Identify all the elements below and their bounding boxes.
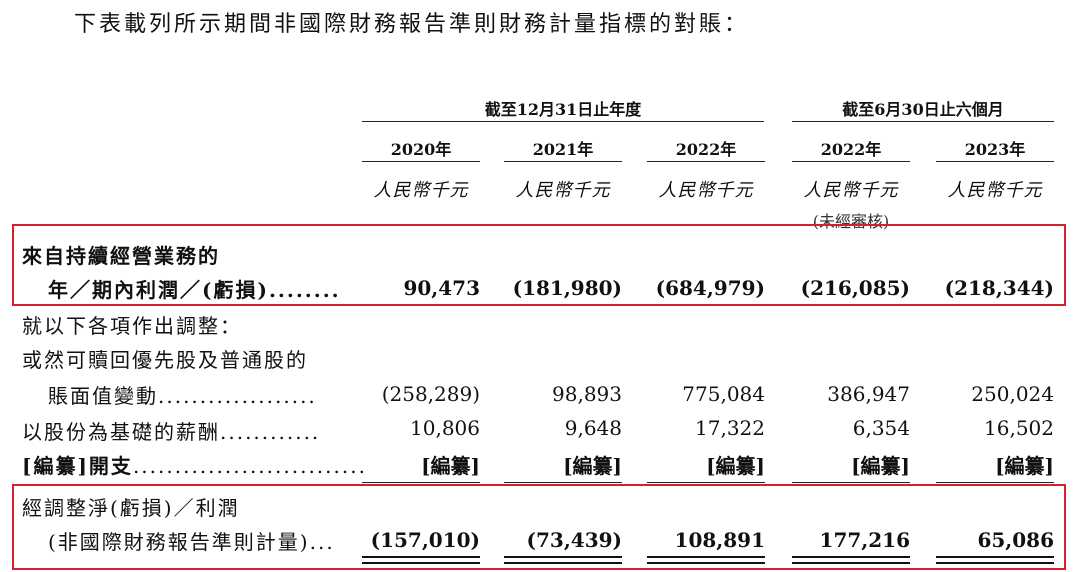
- double-underline-3: [647, 556, 765, 564]
- col-unit-5: 人民幣千元: [947, 180, 1043, 201]
- cell-value: 16,502: [984, 416, 1054, 440]
- cell-value: 108,891: [674, 528, 765, 552]
- cell-value: 6,354: [852, 416, 910, 440]
- row-label-line2: (非國際財務報告準則計量)...: [48, 530, 335, 554]
- cell-value: [編纂]: [706, 454, 765, 478]
- col-rule-4: [792, 161, 910, 162]
- cell-value: 98,893: [552, 382, 622, 406]
- col-unit-2: 人民幣千元: [515, 180, 611, 201]
- highlight-box-adjusted: [12, 484, 1066, 570]
- cell-value: (157,010): [370, 528, 480, 552]
- col-rule-1: [362, 161, 480, 162]
- row-label: [編纂]開支............................: [22, 454, 367, 478]
- row-label-line2: 年／期內利潤／(虧損)........: [48, 278, 341, 302]
- cell-value: [編纂]: [851, 454, 910, 478]
- total-rule-2: [504, 482, 622, 483]
- cell-value: 10,806: [410, 416, 480, 440]
- cell-value: (73,439): [526, 528, 622, 552]
- col-year-4: 2022年: [820, 140, 882, 159]
- col-rule-2: [504, 161, 622, 162]
- row-label-line1: 或然可贖回優先股及普通股的: [22, 348, 308, 372]
- row-label-line1: 經調整淨(虧損)／利潤: [22, 496, 240, 520]
- row-label-adjustments: 就以下各項作出調整：: [22, 314, 242, 338]
- row-label-line1: 來自持續經營業務的: [22, 244, 220, 268]
- cell-value: (216,085): [800, 276, 910, 300]
- cell-value: (181,980): [512, 276, 622, 300]
- row-label-line2: 賬面值變動...................: [48, 384, 317, 408]
- double-underline-2: [504, 556, 622, 564]
- group-header-half-year: 截至6月30日止六個月: [842, 100, 1004, 119]
- cell-value: (258,289): [381, 382, 480, 406]
- cell-value: 65,086: [977, 528, 1054, 552]
- col-unit-3: 人民幣千元: [658, 180, 754, 201]
- double-underline-1: [362, 556, 480, 564]
- cell-value: 250,024: [971, 382, 1054, 406]
- cell-value: 177,216: [819, 528, 910, 552]
- total-rule-4: [792, 482, 910, 483]
- cell-value: 386,947: [827, 382, 910, 406]
- col-year-2: 2021年: [532, 140, 594, 159]
- cell-value: (218,344): [944, 276, 1054, 300]
- col-year-5: 2023年: [964, 140, 1026, 159]
- group-rule-year-end: [362, 121, 764, 122]
- col-unit-4: 人民幣千元: [803, 180, 899, 201]
- cell-value: [編纂]: [563, 454, 622, 478]
- total-rule-5: [936, 482, 1054, 483]
- col-unit-1: 人民幣千元: [373, 180, 469, 201]
- cell-value: [編纂]: [421, 454, 480, 478]
- cell-value: 17,322: [695, 416, 765, 440]
- group-rule-half-year: [792, 121, 1054, 122]
- cell-value: 90,473: [403, 276, 480, 300]
- highlight-box-profit-loss: [12, 224, 1066, 306]
- col-year-3: 2022年: [675, 140, 737, 159]
- double-underline-5: [936, 556, 1054, 564]
- intro-text: 下表載列所示期間非國際財務報告準則財務計量指標的對賬：: [74, 12, 750, 37]
- col-year-1: 2020年: [390, 140, 452, 159]
- total-rule-3: [647, 482, 765, 483]
- cell-value: (684,979): [655, 276, 765, 300]
- cell-value: 775,084: [682, 382, 765, 406]
- double-underline-4: [792, 556, 910, 564]
- col-rule-3: [647, 161, 765, 162]
- cell-value: 9,648: [564, 416, 622, 440]
- row-label: 以股份為基礎的薪酬............: [22, 420, 321, 444]
- total-rule-1: [362, 482, 480, 483]
- group-header-year-end: 截至12月31日止年度: [484, 100, 642, 119]
- col-note-unaudited: (未經審核): [812, 212, 890, 231]
- col-rule-5: [936, 161, 1054, 162]
- cell-value: [編纂]: [995, 454, 1054, 478]
